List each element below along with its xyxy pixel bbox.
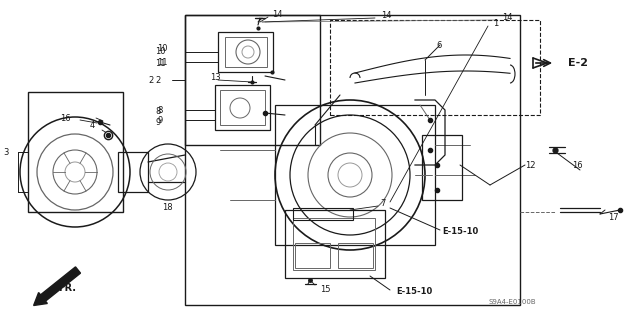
Text: E-2: E-2: [568, 58, 588, 68]
Text: 17: 17: [608, 213, 619, 222]
Bar: [330, 20, 540, 115]
Text: 8: 8: [155, 107, 161, 116]
Text: 11: 11: [155, 59, 166, 68]
Bar: [338, 243, 373, 268]
Text: 14: 14: [381, 11, 392, 20]
Bar: [28, 92, 123, 212]
Text: 4: 4: [90, 121, 95, 130]
Bar: [185, 15, 320, 145]
Text: 7: 7: [380, 198, 385, 207]
Text: 1: 1: [493, 19, 499, 28]
Text: 16: 16: [60, 114, 70, 123]
Text: 2: 2: [148, 76, 153, 84]
Text: 14: 14: [502, 12, 513, 21]
Bar: [293, 218, 375, 270]
Text: 12: 12: [525, 161, 536, 170]
Text: 6: 6: [436, 41, 442, 50]
Text: 2: 2: [155, 76, 160, 84]
Text: E-15-10: E-15-10: [396, 287, 432, 297]
Text: 10: 10: [157, 44, 168, 52]
Bar: [293, 208, 353, 220]
Bar: [225, 37, 267, 67]
Text: 18: 18: [162, 203, 173, 212]
Bar: [218, 32, 273, 72]
Text: 16: 16: [572, 161, 582, 170]
Text: 9: 9: [157, 116, 163, 124]
Text: 14: 14: [272, 10, 282, 19]
FancyArrow shape: [34, 267, 81, 306]
Text: 10: 10: [155, 46, 166, 55]
Text: 9: 9: [155, 117, 160, 126]
Text: 13: 13: [210, 73, 221, 82]
Text: 15: 15: [320, 285, 330, 294]
Text: 11: 11: [157, 58, 168, 67]
Text: FR.: FR.: [58, 283, 76, 293]
Bar: [215, 85, 270, 130]
Bar: [220, 90, 265, 125]
Bar: [185, 15, 520, 305]
Text: E-15-10: E-15-10: [442, 228, 478, 236]
Text: S9A4-E0100B: S9A4-E0100B: [488, 299, 536, 305]
Text: 8: 8: [157, 106, 163, 115]
Bar: [285, 210, 385, 278]
Text: 3: 3: [3, 148, 8, 156]
Bar: [295, 243, 330, 268]
Bar: [422, 135, 462, 200]
Bar: [275, 105, 435, 245]
Bar: [118, 152, 148, 192]
